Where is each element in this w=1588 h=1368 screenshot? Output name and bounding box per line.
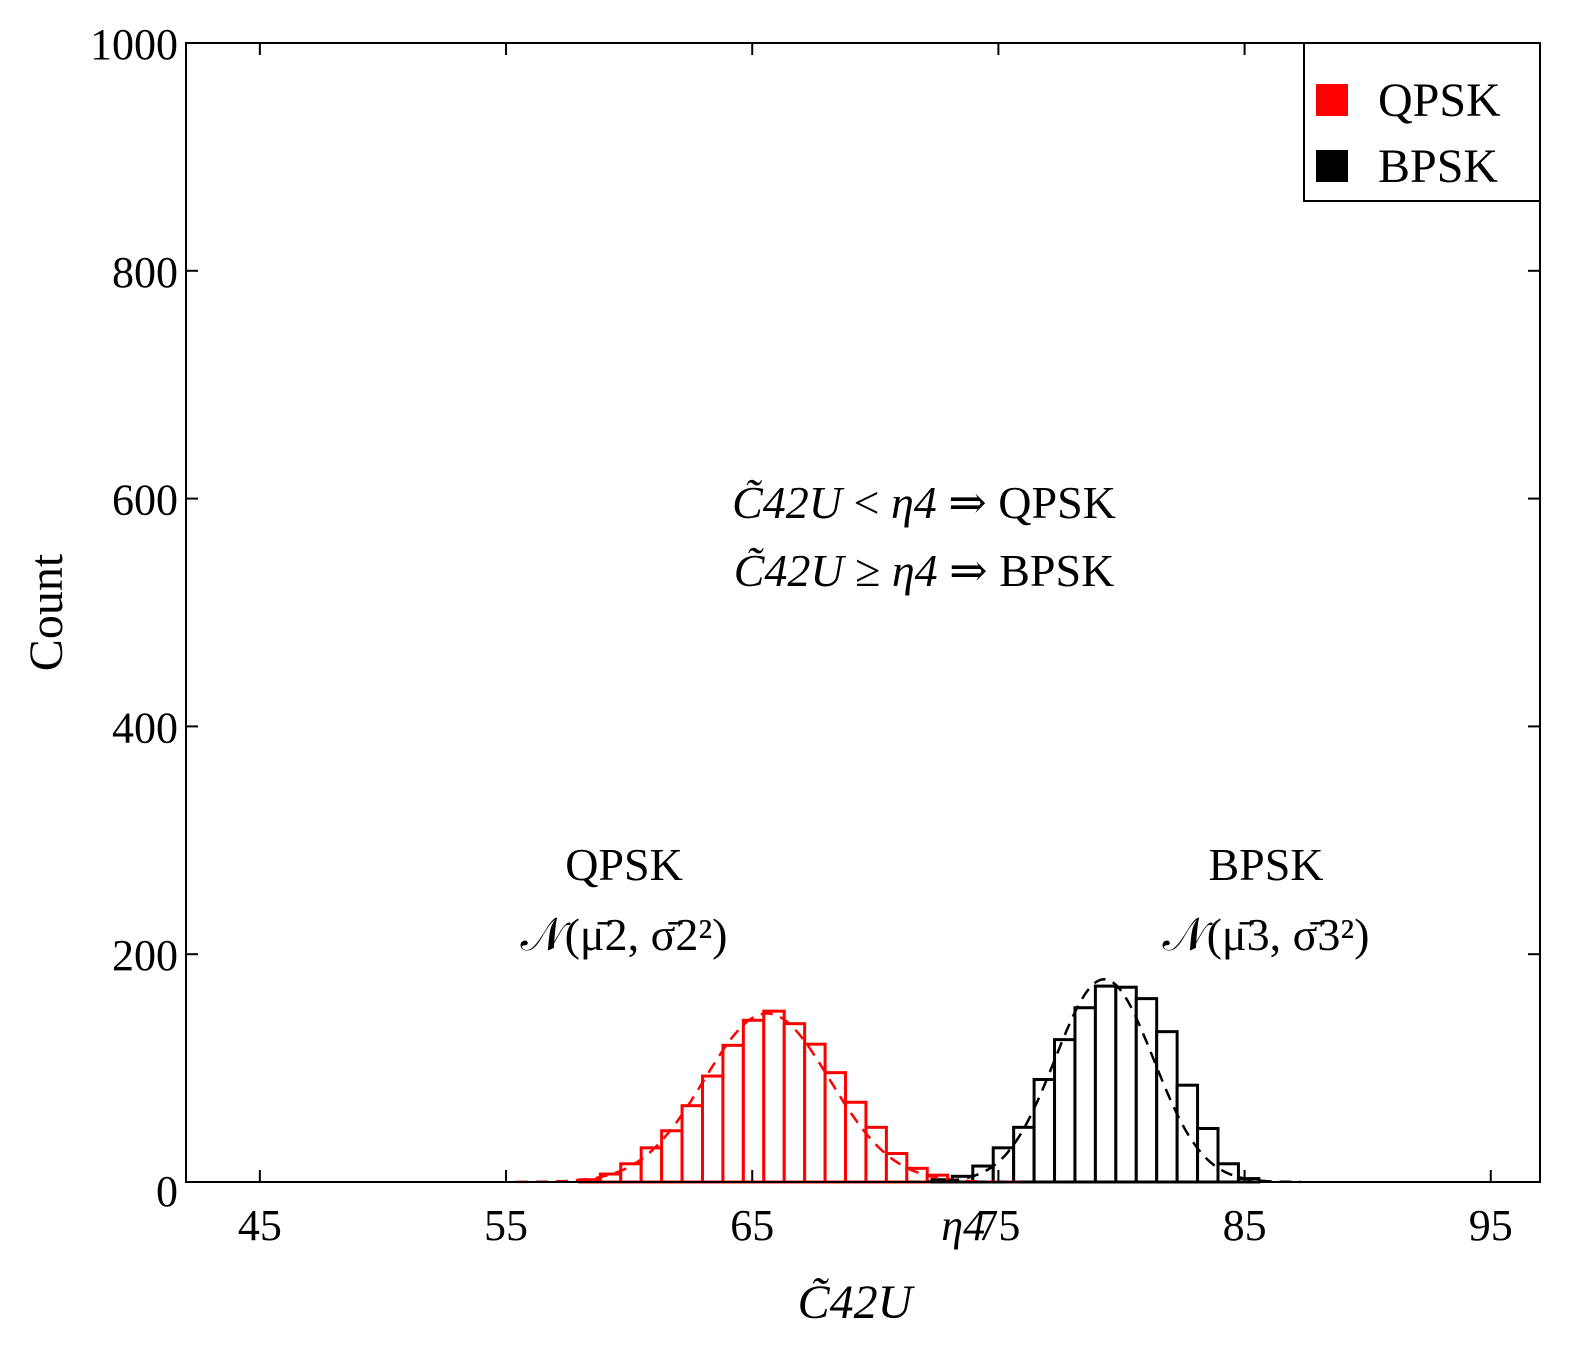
x-tick-label: 55 [484, 1201, 528, 1250]
y-axis-title: Count [20, 553, 73, 671]
legend-swatch-bpsk [1316, 150, 1348, 182]
y-tick-label: 200 [112, 931, 178, 980]
legend-label-qpsk: QPSK [1378, 74, 1501, 127]
qpsk-bar [741, 1018, 766, 1184]
x-tick-label: 75 [976, 1201, 1020, 1250]
threshold-label: η4 [941, 1201, 985, 1250]
qpsk-bar [844, 1100, 868, 1184]
y-tick-label: 1000 [90, 20, 178, 69]
bpsk-bar [1196, 1126, 1220, 1184]
x-axis-title: C̃42U [798, 1276, 916, 1329]
x-tick-label: 45 [238, 1201, 282, 1250]
bpsk-bar [1073, 1006, 1097, 1184]
qpsk-dist-formula: 𝒩(μ̄2, σ̄2²) [521, 909, 728, 960]
bpsk-dist-formula: 𝒩(μ̄3, σ̄3²) [1163, 909, 1370, 960]
qpsk-bar [762, 1009, 786, 1184]
bpsk-bar [1032, 1077, 1057, 1184]
decision-rule-qpsk: C̃42U < η4 ⇒ QPSK [732, 477, 1116, 528]
bpsk-bar [991, 1146, 1016, 1184]
y-tick-label: 400 [112, 703, 178, 752]
qpsk-bar [700, 1074, 725, 1184]
qpsk-bar [803, 1042, 827, 1184]
bpsk-bar [1012, 1125, 1036, 1184]
qpsk-dist-name: QPSK [565, 839, 683, 890]
y-tick-label: 0 [156, 1167, 178, 1216]
qpsk-fit-curve [515, 1012, 1019, 1184]
y-tick-label: 600 [112, 476, 178, 525]
bpsk-bar [1053, 1038, 1077, 1184]
qpsk-bar [721, 1043, 745, 1184]
bpsk-bar [1155, 1030, 1179, 1184]
bpsk-fit-curve [907, 978, 1302, 1184]
x-tick-label: 65 [730, 1201, 774, 1250]
qpsk-bar [884, 1152, 909, 1184]
qpsk-bar [680, 1104, 704, 1184]
x-tick-label: 85 [1223, 1201, 1267, 1250]
plot-frame [185, 42, 1541, 1183]
y-tick-label: 800 [112, 248, 178, 297]
legend-swatch-qpsk [1316, 84, 1348, 116]
x-tick-label: 95 [1469, 1201, 1513, 1250]
qpsk-bar [782, 1022, 807, 1184]
qpsk-bar [639, 1146, 664, 1184]
legend-label-bpsk: BPSK [1378, 140, 1498, 193]
qpsk-bar [619, 1162, 643, 1184]
bpsk-dist-name: BPSK [1208, 839, 1323, 890]
decision-rule-bpsk: C̃42U ≥ η4 ⇒ BPSK [734, 545, 1115, 596]
bpsk-bar [1114, 985, 1138, 1184]
bpsk-bar [1093, 984, 1118, 1184]
